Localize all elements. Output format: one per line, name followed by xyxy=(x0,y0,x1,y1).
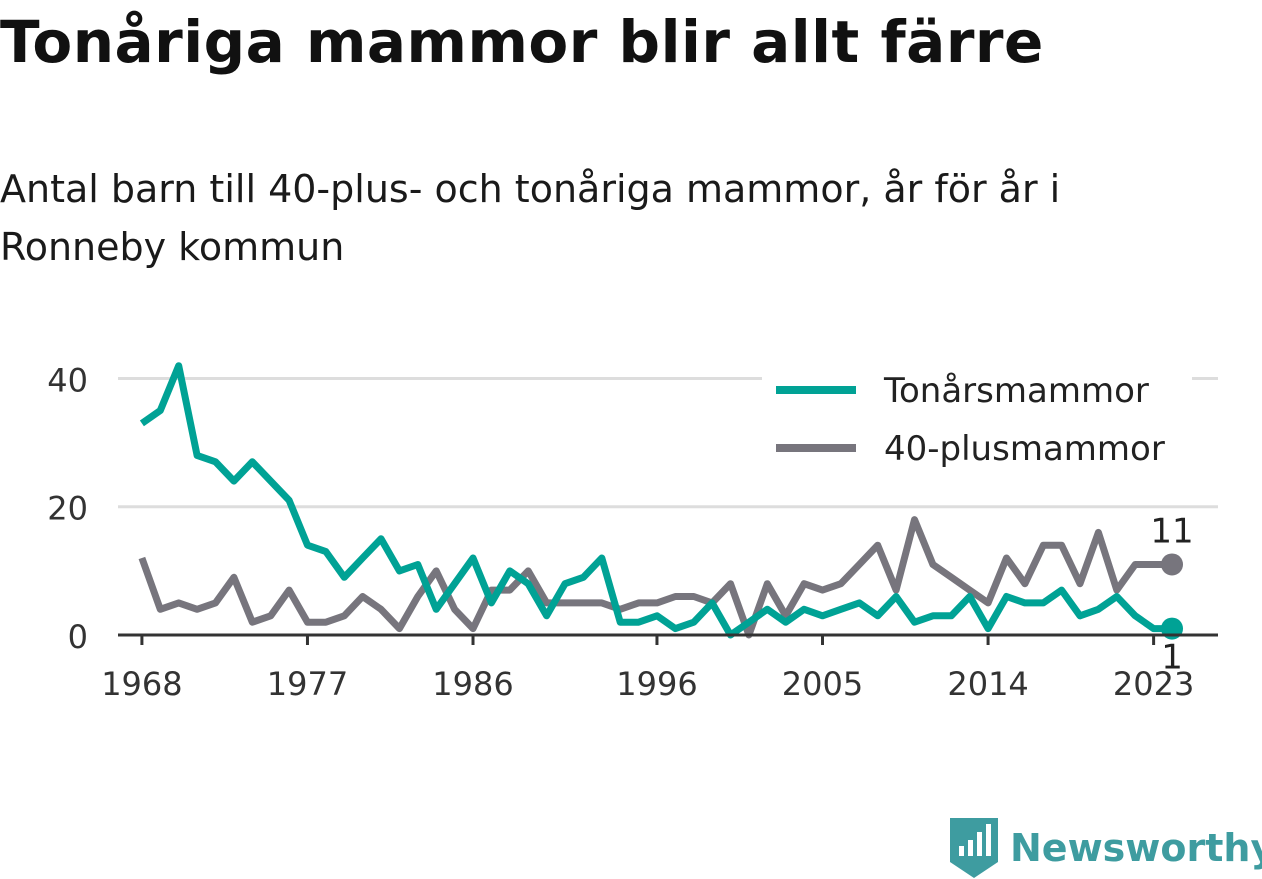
x-tick-label: 1968 xyxy=(101,665,182,703)
y-tick-label: 20 xyxy=(47,490,88,528)
legend: Tonårsmammor 40-plusmammor xyxy=(762,364,1192,474)
x-tick-label: 2005 xyxy=(782,665,863,703)
newsworthy-logo: Newsworthy xyxy=(950,818,1262,878)
brand-name: Newsworthy xyxy=(1010,826,1262,870)
series-end-label: 1 xyxy=(1161,638,1183,678)
bar-chart-icon xyxy=(950,818,998,878)
legend-label: 40-plusmammor xyxy=(884,429,1165,469)
series-line-40-plusmammor xyxy=(138,516,1172,639)
x-tick-label: 1977 xyxy=(267,665,348,703)
series-end-point xyxy=(1161,553,1184,576)
series-end-label: 11 xyxy=(1150,511,1193,551)
legend-label: Tonårsmammor xyxy=(883,371,1149,411)
chart-title: Tonåriga mammor blir allt färre xyxy=(0,8,1044,76)
series-line-tonarsmammor xyxy=(139,362,1172,639)
x-tick-label: 2014 xyxy=(947,665,1028,703)
x-tick-label: 1986 xyxy=(432,665,513,703)
y-tick-label: 40 xyxy=(47,361,88,399)
x-tick-label: 1996 xyxy=(616,665,697,703)
axes: 0 20 40 1968 1977 1986 1996 2005 2014 2023 xyxy=(47,361,1218,703)
chart-subtitle: Antal barn till 40-plus- och tonåriga ma… xyxy=(0,167,1061,269)
y-tick-label: 0 xyxy=(68,618,88,656)
series-lines: 111 xyxy=(138,362,1197,681)
x-tick-label: 2023 xyxy=(1113,665,1194,703)
